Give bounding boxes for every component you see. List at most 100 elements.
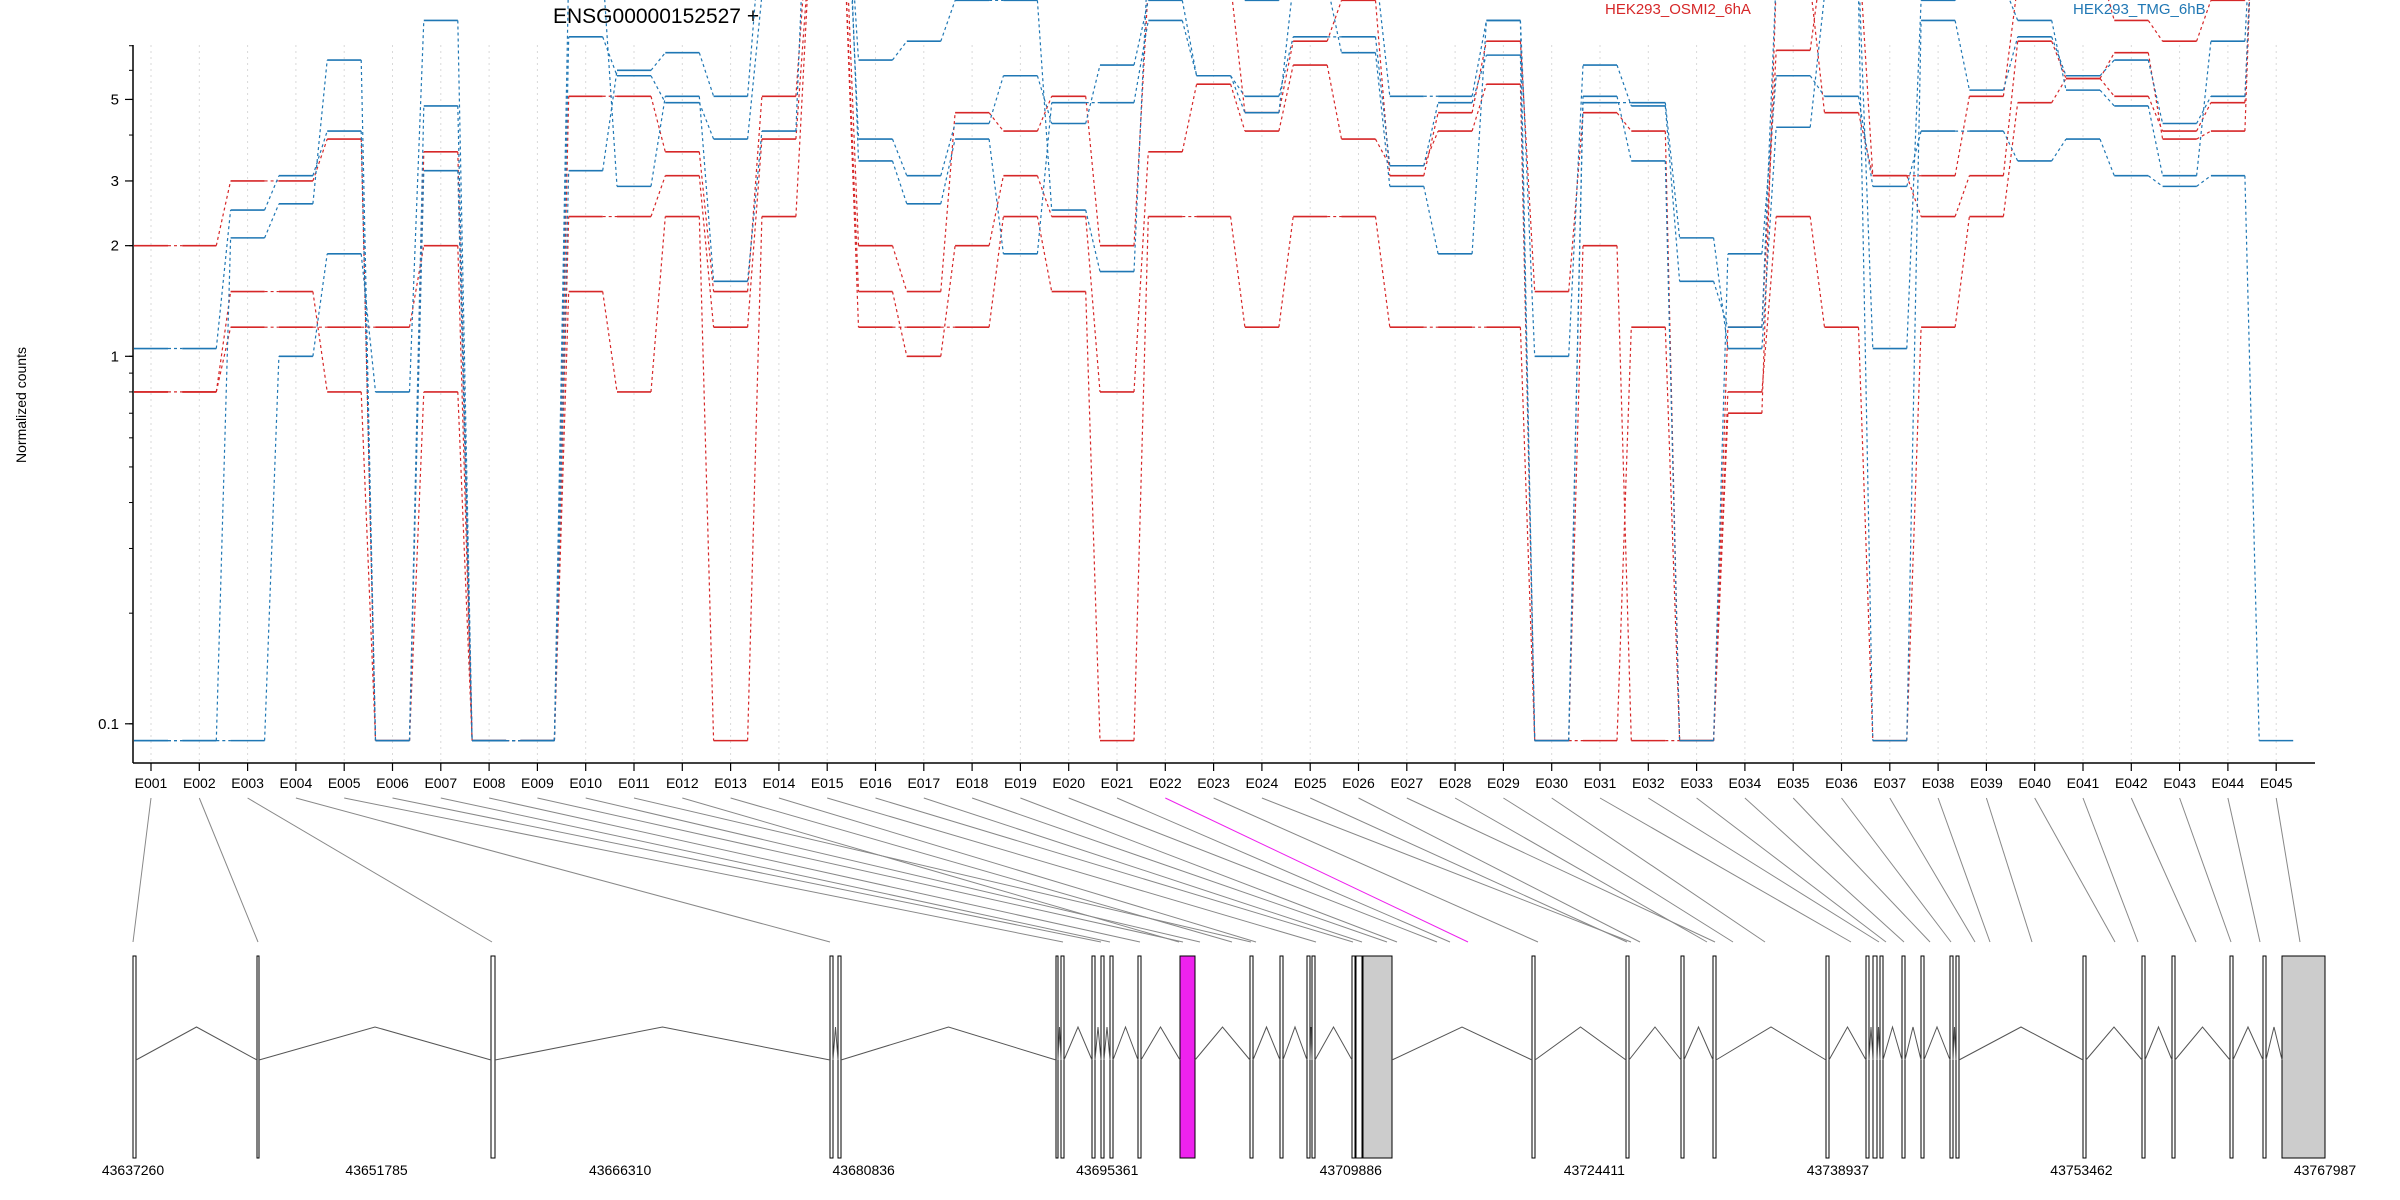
exon-label-E036: E036 — [1825, 775, 1858, 791]
coordinate-label: 43738937 — [1807, 1162, 1870, 1178]
coordinate-label: 43753462 — [2050, 1162, 2113, 1178]
coordinate-label: 43666310 — [589, 1162, 652, 1178]
connector-E033 — [1696, 797, 1887, 943]
exon-box — [256, 955, 260, 1159]
exon-label-E024: E024 — [1246, 775, 1279, 791]
exon-label-E032: E032 — [1632, 775, 1665, 791]
exon-label-E012: E012 — [666, 775, 699, 791]
connector-E028 — [1454, 797, 1708, 943]
exon-label-E020: E020 — [1052, 775, 1085, 791]
exon-box — [1100, 955, 1105, 1159]
intron-line — [1057, 1026, 1062, 1061]
intron-line — [1140, 1026, 1181, 1061]
exon-label-E001: E001 — [135, 775, 168, 791]
exon-box — [1825, 955, 1830, 1159]
intron-line — [1252, 1025, 1281, 1061]
exon-box — [1901, 955, 1906, 1159]
intron-line — [840, 1026, 1057, 1061]
y-tick-label: 1 — [111, 348, 119, 365]
intron-line — [1683, 1025, 1714, 1061]
exon-label-E011: E011 — [618, 775, 650, 791]
exon-box — [2281, 955, 2326, 1159]
exon-label-E003: E003 — [231, 775, 264, 791]
connector-E023 — [1213, 797, 1539, 943]
exon-label-E045: E045 — [2260, 775, 2293, 791]
intron-line — [832, 1026, 839, 1061]
connector-E041 — [2082, 797, 2139, 943]
y-tick-label: 0.1 — [98, 716, 119, 733]
exon-box — [1351, 955, 1356, 1159]
connector-E024 — [1261, 797, 1632, 943]
connector-E043 — [2179, 797, 2232, 943]
y-axis-label: Normalized counts — [13, 347, 29, 463]
exon-box — [1879, 955, 1884, 1159]
exon-box — [1865, 955, 1870, 1159]
exon-label-E007: E007 — [424, 775, 457, 791]
connector-E032 — [1648, 797, 1880, 943]
exon-box — [1712, 955, 1717, 1159]
exon-box — [1355, 955, 1363, 1159]
connector-E045 — [2275, 797, 2301, 943]
exon-box — [837, 955, 842, 1159]
connector-E031 — [1599, 797, 1852, 943]
exon-box — [1137, 955, 1142, 1159]
exon-label-E021: E021 — [1101, 775, 1134, 791]
exon-box — [1091, 955, 1096, 1159]
intron-line — [1876, 1026, 1881, 1061]
intron-line — [1923, 1025, 1951, 1061]
series-6 — [134, 0, 2251, 742]
connector-E020 — [1068, 797, 1438, 943]
exon-label-E016: E016 — [859, 775, 892, 791]
connector-E018 — [971, 797, 1388, 943]
connector-E017 — [923, 797, 1363, 943]
exon-box — [1279, 955, 1284, 1159]
connector-E014 — [778, 797, 1257, 943]
intron-line — [1904, 1026, 1922, 1061]
exon-label-E037: E037 — [1873, 775, 1906, 791]
intron-line — [1314, 1025, 1353, 1061]
intron-line — [1112, 1025, 1139, 1061]
intron-line — [1282, 1025, 1308, 1061]
intron-line — [2144, 1025, 2173, 1061]
exon-label-E005: E005 — [328, 775, 361, 791]
exon-label-E027: E027 — [1390, 775, 1423, 791]
chart-title: ENSG00000152527 + — [553, 5, 759, 28]
legend-entry-osmi2: HEK293_OSMI2_6hA — [1605, 1, 1751, 18]
exon-box — [1531, 955, 1536, 1159]
intron-line — [1194, 1026, 1251, 1061]
exon-box — [1920, 955, 1925, 1159]
intron-line — [494, 1026, 831, 1061]
series-6-connectors — [168, 0, 2251, 742]
exon-label-E031: E031 — [1584, 775, 1617, 791]
connector-E042 — [2130, 797, 2197, 943]
exon-box — [829, 955, 834, 1159]
exon-box — [490, 955, 496, 1159]
connector-E040 — [2034, 797, 2116, 943]
connector-E039 — [1985, 797, 2033, 943]
exon-box — [1625, 955, 1630, 1159]
intron-line — [2232, 1025, 2264, 1061]
exon-label-E010: E010 — [569, 775, 602, 791]
legend: HEK293_OSMI2_6hA HEK293_TMG_6hB — [1605, 1, 2206, 18]
y-tick-label: 3 — [111, 173, 119, 190]
connector-E005 — [344, 797, 1064, 943]
exon-label-E042: E042 — [2115, 775, 2148, 791]
connector-E022 — [1165, 797, 1469, 943]
connector-E010 — [585, 797, 1201, 943]
exon-label-E009: E009 — [521, 775, 554, 791]
exon-label-E028: E028 — [1439, 775, 1472, 791]
exon-box — [1949, 955, 1954, 1159]
connector-E009 — [537, 797, 1184, 943]
coordinate-label: 43651785 — [345, 1162, 408, 1178]
connector-E016 — [875, 797, 1354, 943]
connector-E001 — [132, 797, 152, 943]
intron-line — [1391, 1026, 1533, 1061]
intron-line — [2085, 1026, 2143, 1061]
gene-model: 43637260 43651785 43666310 43680836 43695361… — [102, 955, 2356, 1178]
intron-line — [1628, 1026, 1682, 1061]
y-axis: 0.1123510203050 — [98, 45, 134, 763]
exon-label-E025: E025 — [1294, 775, 1327, 791]
exon-box — [1109, 955, 1114, 1159]
connector-E019 — [1020, 797, 1398, 943]
